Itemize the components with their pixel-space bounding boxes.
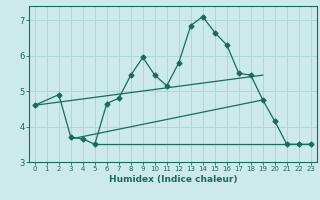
X-axis label: Humidex (Indice chaleur): Humidex (Indice chaleur) <box>108 175 237 184</box>
